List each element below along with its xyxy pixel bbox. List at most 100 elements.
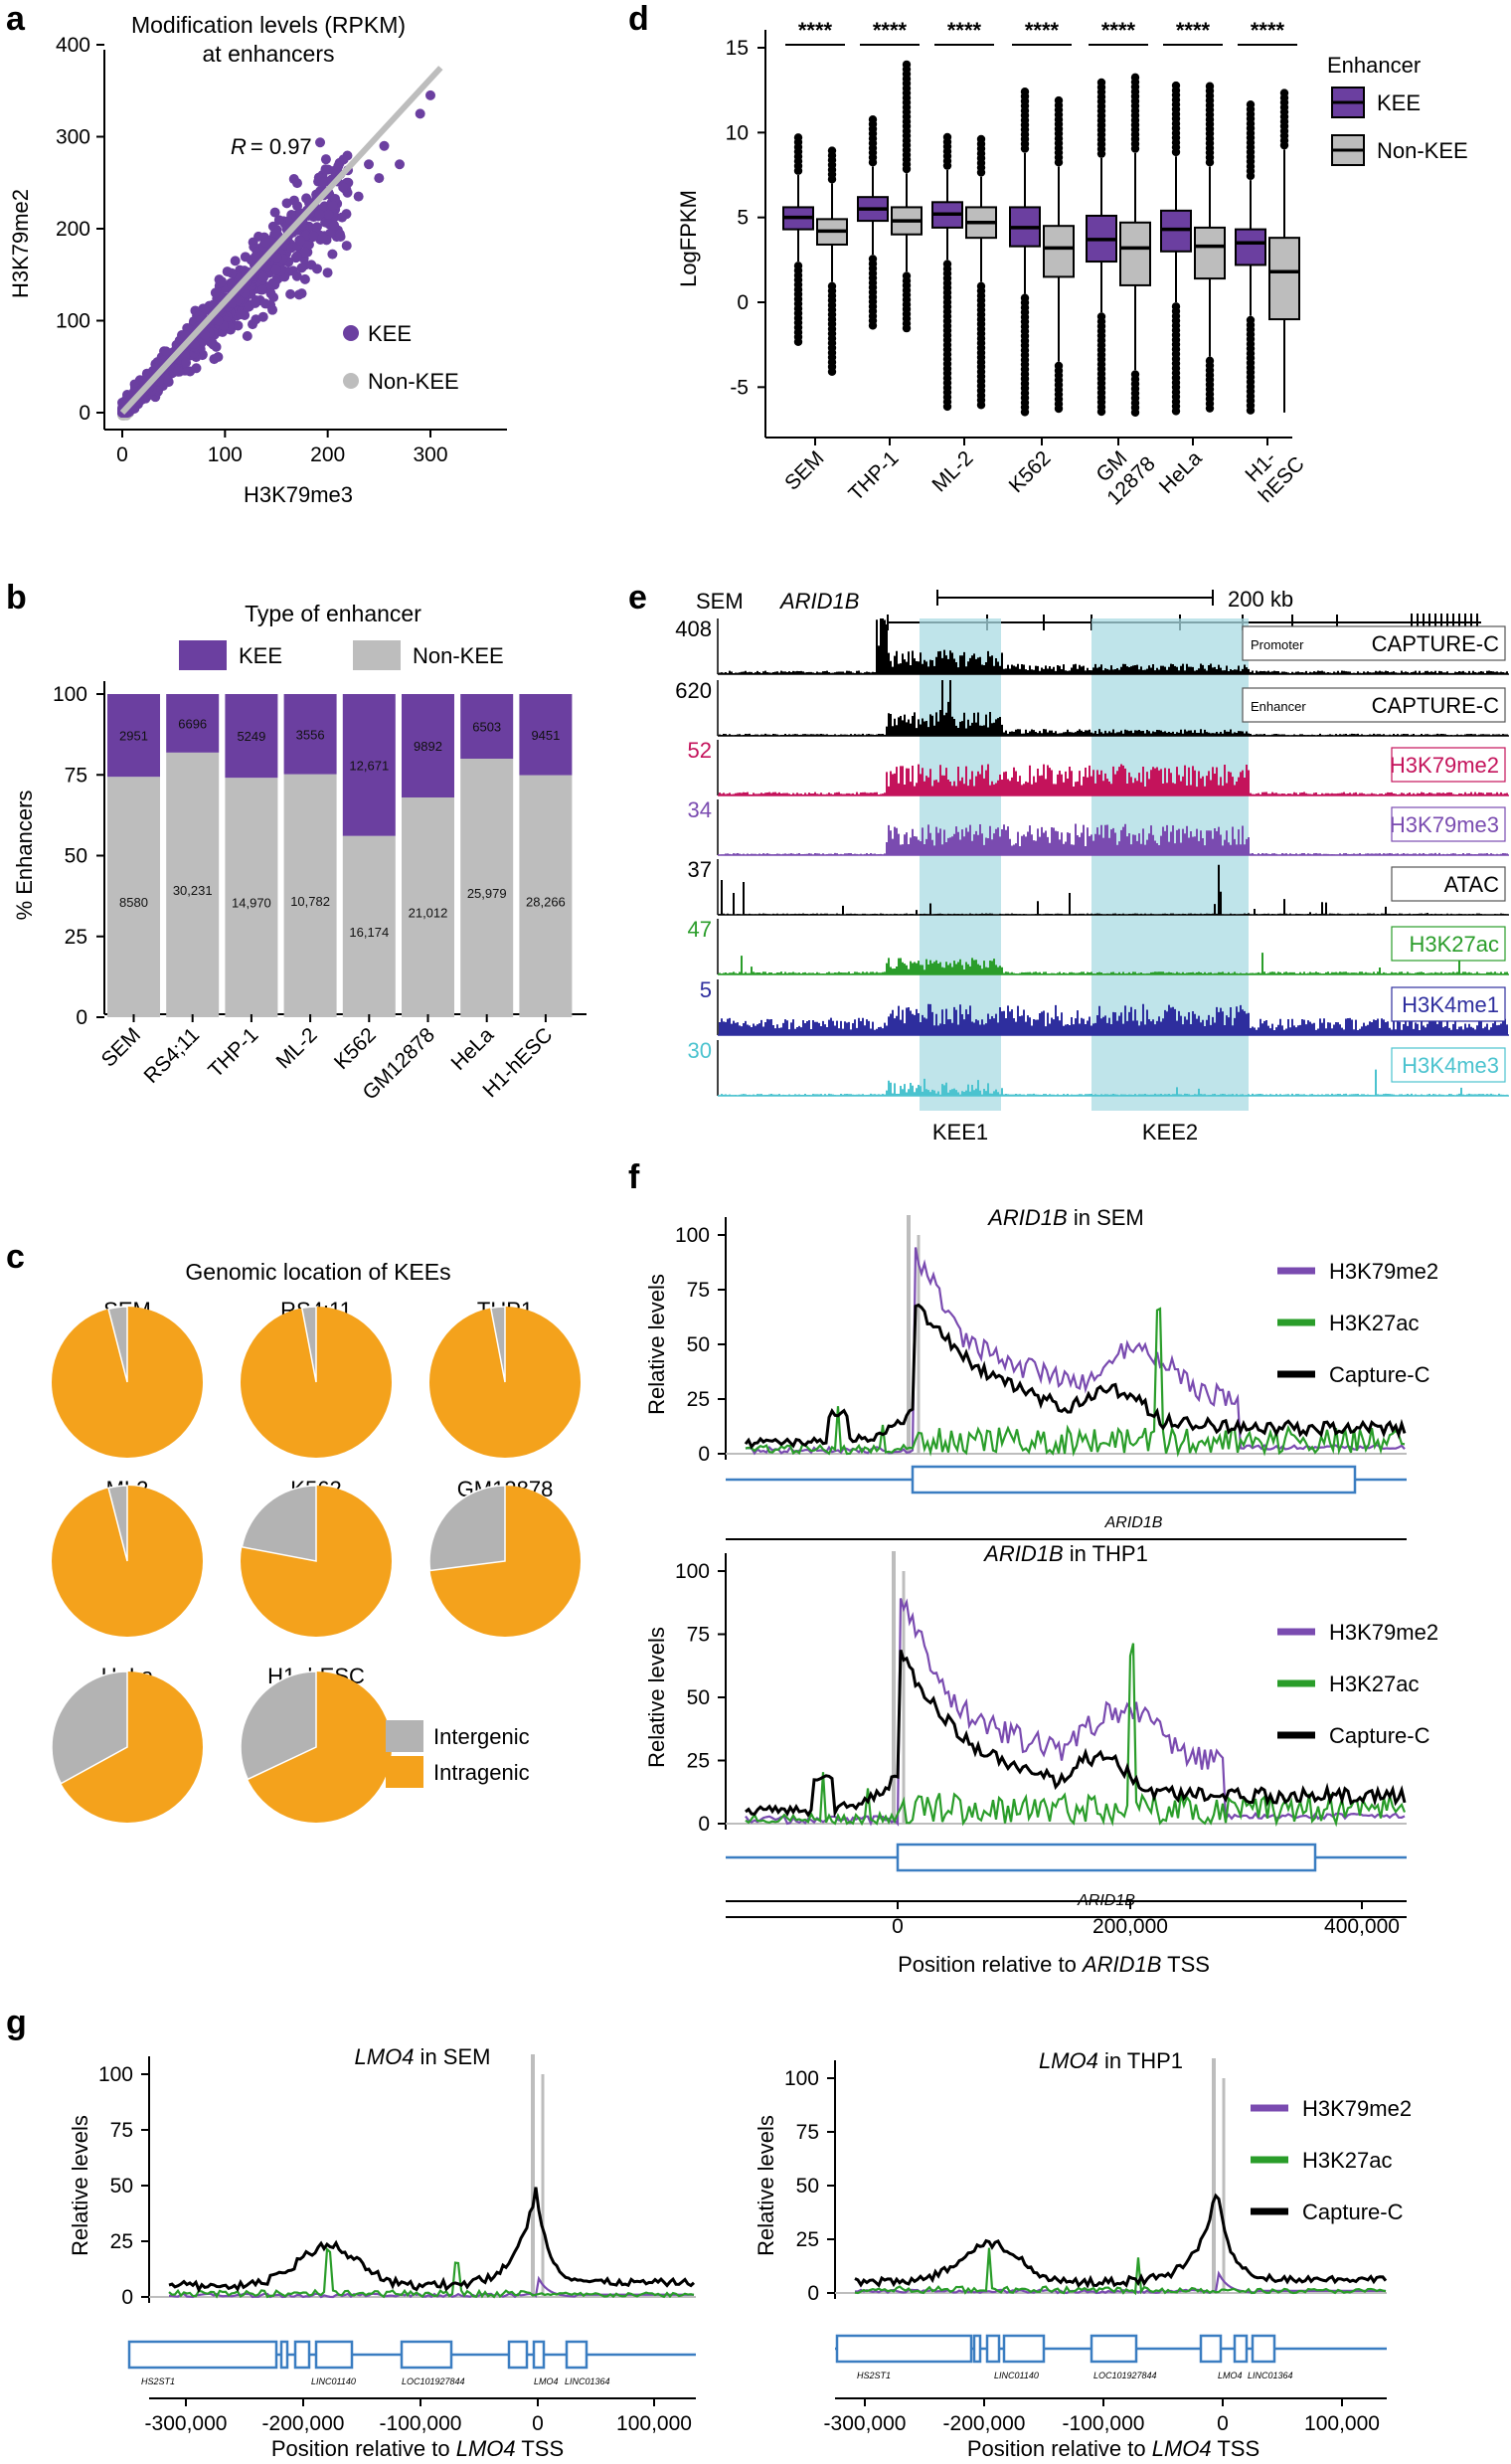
y-axis-label: Relative levels	[754, 2115, 778, 2256]
kee-point	[269, 207, 280, 218]
scatter-y-label: H3K79me2	[8, 189, 33, 298]
legend-nonkee-label: Non-KEE	[368, 369, 459, 394]
kee-outlier	[793, 133, 803, 142]
x-tick-label: 0	[892, 1915, 904, 1938]
bar-label-nonkee: 21,012	[409, 906, 448, 921]
gene-name: HS2ST1	[141, 2376, 175, 2386]
gene-box	[835, 2334, 973, 2364]
kee-point	[320, 154, 331, 165]
x-tick-label: 0	[1217, 2412, 1229, 2435]
kee-point	[415, 108, 425, 119]
kee-point	[260, 237, 271, 248]
y-tick-label: 25	[65, 926, 87, 949]
legend-kee-label: KEE	[1377, 90, 1421, 115]
kee-point	[269, 276, 280, 287]
legend-kee-swatch	[179, 640, 227, 670]
track-label: H3K27ac	[1409, 932, 1499, 957]
y-tick-label: 5	[737, 207, 749, 230]
track-signal	[719, 1003, 1508, 1035]
track-signal	[719, 680, 1508, 736]
y-tick-label: 75	[687, 1279, 710, 1302]
y-tick-label: 25	[687, 1750, 710, 1773]
gene-name: HS2ST1	[857, 2371, 891, 2380]
legend-kee-dot	[343, 325, 359, 341]
kee-point	[317, 233, 328, 244]
y-tick-label: 100	[784, 2067, 819, 2090]
track-label-box	[1391, 926, 1506, 962]
pie-intergenic	[107, 1485, 128, 1562]
track-signal	[719, 864, 1508, 915]
kee-point	[338, 182, 349, 193]
stacked-bar-panel-b: Type of enhancer KEE Non-KEE % Enhancers…	[12, 601, 587, 1105]
kee-point	[160, 346, 171, 357]
h3k27ac-line	[745, 1307, 1406, 1458]
x-tick-label: -300,000	[145, 2412, 228, 2435]
kee-point	[374, 173, 385, 184]
x-tick-label: SEM	[780, 446, 828, 494]
kee-point	[236, 309, 247, 320]
bar-kee	[166, 694, 220, 753]
bar-nonkee	[283, 774, 337, 1017]
kee-point	[311, 264, 322, 274]
kee-point	[257, 284, 268, 295]
kee-outlier	[1246, 99, 1256, 109]
kee-outlier	[1246, 406, 1256, 415]
x-tick-label: 400,000	[1324, 1915, 1400, 1938]
kee-point	[327, 200, 338, 211]
pie-intergenic	[107, 1306, 128, 1383]
bar-kee	[460, 694, 514, 759]
y-tick-label: 0	[76, 1006, 87, 1029]
track-max-label: 5	[700, 977, 712, 1002]
x-tick-label-line: HeLa	[1155, 446, 1207, 498]
bar-kee	[225, 694, 278, 779]
kee-point	[210, 287, 221, 298]
nonkee-outlier	[1205, 82, 1215, 90]
y-tick-label: 0	[698, 1813, 710, 1836]
gene-box	[400, 2340, 453, 2370]
kee-outlier	[942, 402, 952, 412]
legend-nonkee-label: Non-KEE	[413, 643, 504, 668]
y-axis-label: Relative levels	[644, 1627, 669, 1768]
x-tick-label: 100	[208, 443, 243, 466]
gene-box	[1199, 2334, 1223, 2364]
track-max-label: 30	[688, 1038, 712, 1063]
pie-title: Genomic location of KEEs	[185, 1259, 450, 1285]
gene-name: LOC101927844	[1093, 2371, 1157, 2380]
kee-point	[191, 363, 202, 374]
track-label: CAPTURE-C	[1372, 631, 1499, 656]
x-tick-label: -300,000	[824, 2412, 907, 2435]
y-tick-label: 75	[65, 764, 87, 787]
x-tick-label: 100,000	[1304, 2412, 1380, 2435]
scatter-title: Modification levels (RPKM)	[131, 12, 406, 38]
sig-label: ****	[1251, 18, 1285, 43]
line-panel-title: LMO4 in SEM	[355, 2044, 491, 2069]
capture-c-line	[744, 1303, 1407, 1450]
line-panel-g: 0 25 50 75 100 LMO4 in SEM HS2ST1 LINC01140 LOC1…	[68, 2044, 1412, 2461]
title-cell: in THP1	[1064, 1541, 1148, 1566]
y-tick-label: 50	[110, 2175, 133, 2198]
nonkee-outlier	[1279, 88, 1289, 97]
kee-point	[209, 354, 220, 365]
track-max-label: 52	[688, 738, 712, 763]
kee-point	[251, 314, 261, 325]
track-max-label: 37	[688, 857, 712, 882]
kee-point	[317, 177, 328, 188]
x-tick-label: -200,000	[943, 2412, 1026, 2435]
x-label-gene: LMO4	[456, 2436, 516, 2461]
fit-line	[119, 66, 443, 416]
kee-point	[329, 220, 340, 231]
x-label-pre: Position relative to	[967, 2436, 1152, 2461]
bar-label-kee: 6696	[178, 716, 207, 731]
sig-label: ****	[1101, 18, 1136, 43]
kee-point	[395, 159, 405, 170]
h3k79me2-line	[168, 2275, 694, 2299]
panel-label-c: c	[6, 1238, 25, 1276]
nonkee-outlier	[902, 60, 912, 70]
y-tick-label: 25	[687, 1388, 710, 1411]
sig-label: ****	[1025, 18, 1060, 43]
gene-box	[507, 2340, 529, 2370]
kee-point	[315, 137, 326, 148]
gene-box	[565, 2340, 588, 2370]
x-tick-label: 0	[532, 2412, 544, 2435]
kee-point	[200, 329, 211, 340]
